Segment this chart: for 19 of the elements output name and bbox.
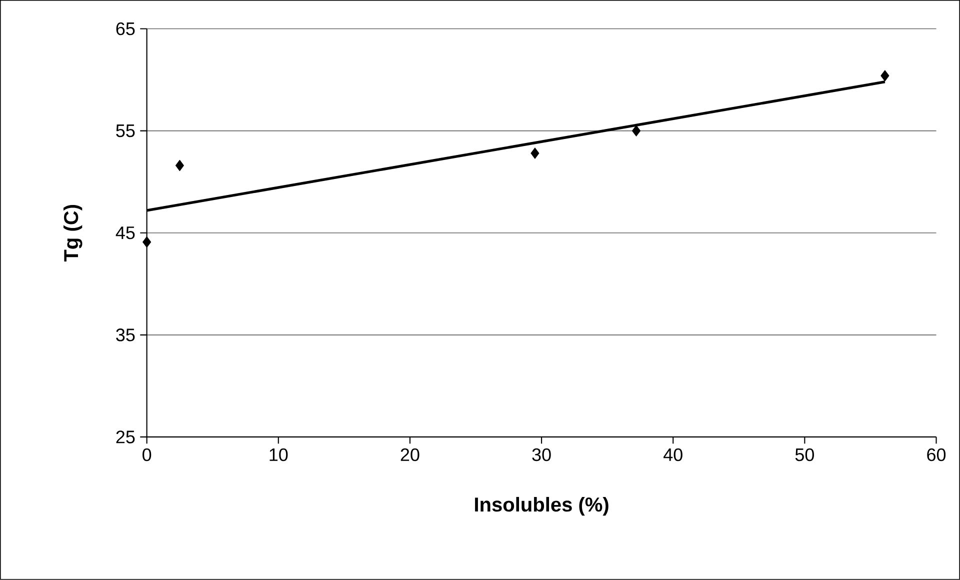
y-tick-label: 65	[116, 22, 135, 36]
x-tick-label: 60	[927, 448, 946, 462]
point	[142, 236, 152, 248]
y-tick-label: 55	[116, 124, 135, 138]
y-tick-label: 35	[116, 328, 135, 342]
point	[880, 70, 890, 82]
x-tick-label: 20	[400, 448, 420, 462]
x-tick-label: 40	[664, 448, 682, 462]
point	[530, 148, 540, 159]
point	[632, 125, 641, 137]
x-axis-title: Insolubles (%)	[475, 497, 608, 516]
x-tick-label: 50	[795, 448, 814, 462]
y-tick-label: 45	[116, 226, 135, 240]
x-tick-label: 10	[270, 448, 288, 462]
point	[175, 160, 184, 172]
y-tick-label: 25	[116, 430, 135, 444]
x-tick-label: 0	[142, 448, 152, 462]
x-tick-label: 30	[532, 448, 551, 462]
y-axis-title: Tg (C)	[63, 205, 82, 262]
